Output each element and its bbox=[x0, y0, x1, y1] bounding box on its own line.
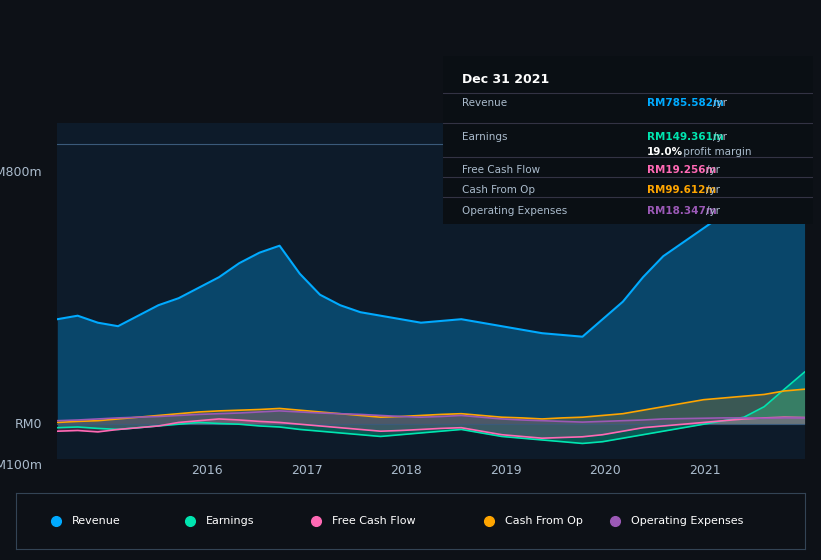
Text: /yr: /yr bbox=[706, 165, 720, 175]
Text: RM99.612m: RM99.612m bbox=[647, 185, 716, 195]
Text: Revenue: Revenue bbox=[462, 98, 507, 108]
Text: Operating Expenses: Operating Expenses bbox=[462, 206, 567, 216]
Text: Earnings: Earnings bbox=[462, 132, 507, 142]
Text: /yr: /yr bbox=[706, 185, 720, 195]
Text: Cash From Op: Cash From Op bbox=[462, 185, 534, 195]
Text: Dec 31 2021: Dec 31 2021 bbox=[462, 73, 549, 86]
Text: Free Cash Flow: Free Cash Flow bbox=[332, 516, 415, 526]
Text: RM0: RM0 bbox=[15, 418, 43, 431]
Text: Revenue: Revenue bbox=[71, 516, 121, 526]
Text: Cash From Op: Cash From Op bbox=[505, 516, 583, 526]
Text: /yr: /yr bbox=[713, 132, 727, 142]
Text: RM19.256m: RM19.256m bbox=[647, 165, 716, 175]
Text: /yr: /yr bbox=[706, 206, 720, 216]
Text: RM785.582m: RM785.582m bbox=[647, 98, 723, 108]
Text: /yr: /yr bbox=[713, 98, 727, 108]
Text: -RM100m: -RM100m bbox=[0, 459, 43, 472]
Text: RM149.361m: RM149.361m bbox=[647, 132, 723, 142]
Text: 19.0%: 19.0% bbox=[647, 147, 683, 157]
Text: Earnings: Earnings bbox=[205, 516, 254, 526]
Text: RM800m: RM800m bbox=[0, 166, 43, 179]
Text: Operating Expenses: Operating Expenses bbox=[631, 516, 744, 526]
Text: RM18.347m: RM18.347m bbox=[647, 206, 716, 216]
Text: Free Cash Flow: Free Cash Flow bbox=[462, 165, 540, 175]
Text: profit margin: profit margin bbox=[680, 147, 751, 157]
